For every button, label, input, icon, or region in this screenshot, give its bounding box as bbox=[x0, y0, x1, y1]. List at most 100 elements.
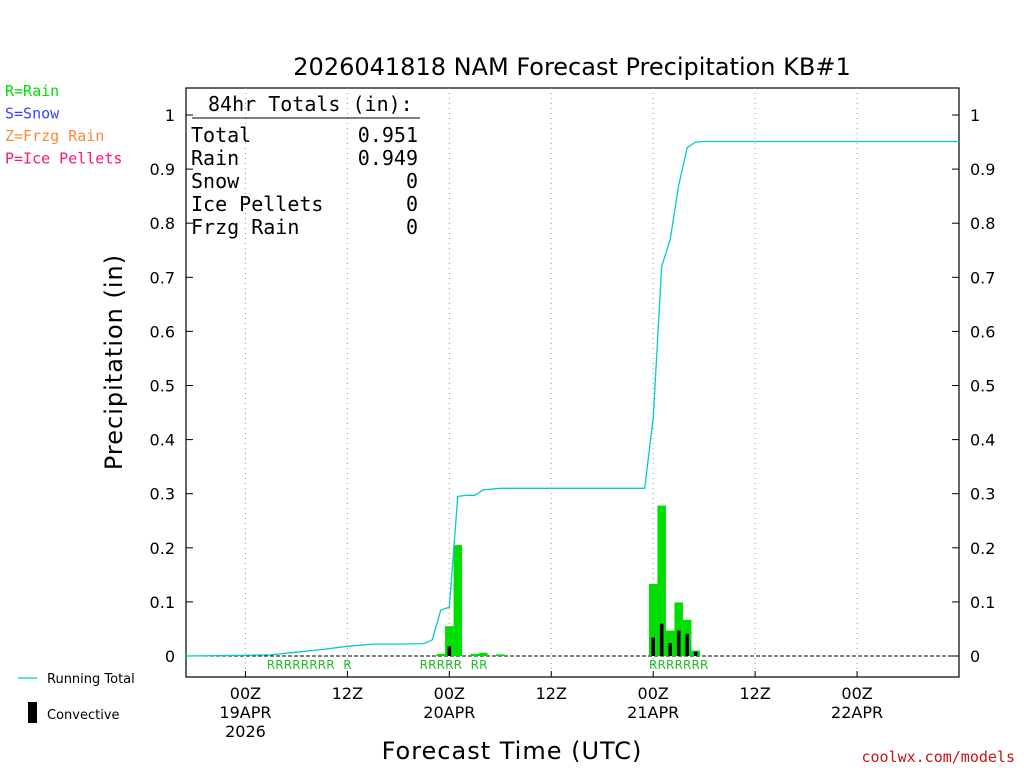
ptype-marker: R bbox=[471, 658, 479, 672]
ptype-marker: R bbox=[318, 658, 326, 672]
ptype-marker: R bbox=[284, 658, 292, 672]
y-tick-label-right: 0.4 bbox=[970, 431, 995, 450]
totals-value: 0 bbox=[406, 215, 418, 239]
totals-label: Ice Pellets bbox=[191, 192, 323, 216]
ptype-legend-item: P=Ice Pellets bbox=[5, 150, 122, 168]
y-tick-label-left: 0.2 bbox=[150, 539, 175, 558]
y-axis-label: Precipitation (in) bbox=[100, 254, 128, 470]
rain-bar bbox=[436, 653, 446, 656]
totals-value: 0 bbox=[406, 169, 418, 193]
x-tick-label: 00Z bbox=[230, 684, 261, 703]
totals-label: Frzg Rain bbox=[191, 215, 299, 239]
ptype-marker: R bbox=[326, 658, 334, 672]
ptype-marker: R bbox=[649, 658, 657, 672]
ptype-legend: R=Rain S=Snow Z=Frzg Rain P=Ice Pellets bbox=[5, 82, 122, 168]
convective-bar bbox=[668, 643, 672, 656]
y-tick-label-left: 1 bbox=[165, 106, 175, 125]
ptype-marker: R bbox=[454, 658, 462, 672]
ptype-marker: R bbox=[683, 658, 691, 672]
ptype-legend-item: S=Snow bbox=[5, 105, 60, 123]
y-tick-label-left: 0.9 bbox=[150, 160, 175, 179]
ptype-marker: R bbox=[267, 658, 275, 672]
x-tick-label: 00Z bbox=[434, 684, 465, 703]
legend-label: Running Total bbox=[47, 672, 135, 687]
totals-header: 84hr Totals (in): bbox=[208, 92, 413, 116]
rain-bar bbox=[453, 545, 463, 656]
x-tick-label: 12Z bbox=[536, 684, 567, 703]
ptype-marker: R bbox=[309, 658, 317, 672]
ptype-marker: R bbox=[700, 658, 708, 672]
y-tick-label-left: 0.7 bbox=[150, 268, 175, 287]
convective-bar bbox=[676, 630, 681, 656]
rain-bar bbox=[445, 626, 454, 656]
legend-label: Convective bbox=[47, 708, 120, 723]
y-tick-label-right: 1 bbox=[970, 106, 980, 125]
totals-label: Rain bbox=[191, 146, 239, 170]
ptype-marker: R bbox=[275, 658, 283, 672]
y-tick-label-right: 0 bbox=[970, 647, 980, 666]
y-axes: 0 00.1 0.10.2 0.20.3 0.30.4 0.40.5 0.50.6 0.60.… bbox=[150, 106, 996, 666]
totals-label: Total bbox=[191, 123, 251, 147]
running-total-line bbox=[185, 140, 959, 657]
rain-bar bbox=[674, 602, 683, 656]
totals-value: 0.949 bbox=[358, 146, 418, 170]
x-tick-label: 2026 bbox=[225, 722, 266, 741]
convective-bars bbox=[447, 623, 698, 656]
ptype-marker: R bbox=[301, 658, 309, 672]
ptype-marker: R bbox=[658, 658, 666, 672]
y-tick-label-right: 0.7 bbox=[970, 268, 995, 287]
chart-title: 2026041818 NAM Forecast Precipitation KB… bbox=[293, 53, 850, 81]
y-tick-label-right: 0.3 bbox=[970, 485, 995, 504]
rain-bar bbox=[479, 652, 488, 656]
ptype-marker: R bbox=[675, 658, 683, 672]
y-tick-label-left: 0.4 bbox=[150, 431, 175, 450]
ptype-marker: R bbox=[691, 658, 699, 672]
y-tick-label-right: 0.6 bbox=[970, 322, 995, 341]
totals-box: 84hr Totals (in): Total 0.951 Rain 0.949 Sno… bbox=[191, 92, 420, 239]
bottom-legend: Running Total Convective bbox=[18, 672, 135, 723]
legend-bar-swatch bbox=[28, 702, 37, 723]
convective-bar bbox=[659, 623, 664, 656]
x-tick-label: 12Z bbox=[739, 684, 770, 703]
ptype-marker: R bbox=[479, 658, 487, 672]
y-tick-label-right: 0.5 bbox=[970, 377, 995, 396]
y-tick-label-right: 0.9 bbox=[970, 160, 995, 179]
convective-bar bbox=[447, 646, 452, 656]
y-tick-label-left: 0.6 bbox=[150, 322, 175, 341]
y-tick-label-left: 0.1 bbox=[150, 593, 175, 612]
grid-lines bbox=[244, 88, 858, 677]
convective-bar bbox=[685, 633, 689, 656]
convective-bar bbox=[651, 637, 655, 656]
totals-value: 0.951 bbox=[358, 123, 418, 147]
x-tick-label: 20APR bbox=[423, 703, 475, 722]
ptype-marker: R bbox=[666, 658, 674, 672]
y-tick-label-left: 0.8 bbox=[150, 214, 175, 233]
x-tick-label: 21APR bbox=[627, 703, 679, 722]
y-tick-label-left: 0.3 bbox=[150, 485, 175, 504]
x-tick-label: 19APR bbox=[219, 703, 271, 722]
rain-bar bbox=[470, 653, 480, 656]
ptype-marker: R bbox=[437, 658, 445, 672]
rain-bar bbox=[648, 584, 658, 656]
totals-value: 0 bbox=[406, 192, 418, 216]
rain-bar bbox=[657, 505, 666, 656]
ptype-legend-item: Z=Frzg Rain bbox=[5, 127, 104, 145]
totals-label: Snow bbox=[191, 169, 240, 193]
y-tick-label-left: 0.5 bbox=[150, 377, 175, 396]
ptype-marker: R bbox=[343, 658, 351, 672]
credit-text: coolwx.com/models bbox=[861, 748, 1015, 766]
ptype-marker: R bbox=[420, 658, 428, 672]
rain-bar bbox=[496, 654, 505, 656]
x-tick-label: 00Z bbox=[841, 684, 872, 703]
ptype-marker: R bbox=[292, 658, 300, 672]
x-tick-label: 22APR bbox=[831, 703, 883, 722]
x-axis-label: Forecast Time (UTC) bbox=[382, 737, 643, 765]
ptype-marker: R bbox=[445, 658, 453, 672]
ptype-legend-item: R=Rain bbox=[5, 82, 59, 100]
plot-frame bbox=[185, 87, 960, 678]
y-tick-label-right: 0.1 bbox=[970, 593, 995, 612]
convective-bar bbox=[693, 651, 698, 656]
